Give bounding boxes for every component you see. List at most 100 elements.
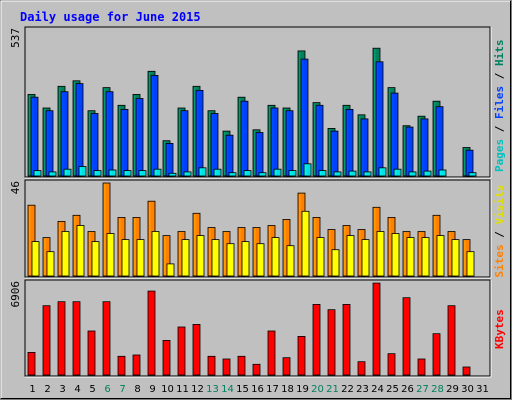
bar-kbytes-kbytes-day-2 (42, 305, 51, 376)
x-tick-label-day-18: 18 (281, 384, 294, 395)
axis-title-hits: Pages / Files / Hits (493, 40, 506, 173)
bar-hits-pages-day-25 (393, 168, 402, 177)
bar-visits-visits-day-8 (136, 239, 145, 277)
bar-hits-pages-day-19 (303, 163, 312, 177)
x-tick-label-day-7: 7 (119, 384, 125, 395)
x-tick-label-day-11: 11 (176, 384, 189, 395)
bar-visits-visits-day-20 (316, 237, 325, 277)
bar-visits-visits-day-23 (361, 239, 370, 277)
y-max-label-kbytes: 6906 (9, 281, 22, 308)
bar-kbytes-kbytes-day-1 (27, 351, 36, 376)
bar-kbytes-kbytes-day-28 (432, 333, 441, 376)
x-tick-label-day-1: 1 (29, 384, 35, 395)
bar-kbytes-kbytes-day-5 (87, 330, 96, 376)
bar-kbytes-kbytes-day-16 (252, 363, 261, 376)
bar-hits-pages-day-9 (153, 168, 162, 177)
bar-kbytes-kbytes-day-29 (447, 305, 456, 376)
axis-title-visits: Sites / Visits (493, 185, 506, 278)
bar-visits-sites-day-10 (162, 235, 171, 277)
x-tick-label-day-28: 28 (431, 384, 444, 395)
bar-hits-pages-day-2 (48, 171, 57, 177)
y-max-labels: 537 46 6906 (9, 28, 22, 308)
bar-visits-visits-day-2 (46, 251, 55, 277)
bar-hits-pages-day-17 (273, 168, 282, 177)
bar-kbytes-kbytes-day-13 (207, 355, 216, 376)
axis-title-kbytes: KBytes (493, 309, 506, 349)
bar-kbytes-kbytes-day-6 (102, 301, 111, 376)
bar-hits-pages-day-18 (288, 170, 297, 177)
bar-hits-pages-day-8 (138, 170, 147, 177)
bar-visits-visits-day-19 (301, 210, 310, 277)
bar-kbytes-kbytes-day-24 (372, 282, 381, 376)
panel-kbytes (24, 279, 491, 377)
bar-kbytes-kbytes-day-21 (327, 309, 336, 376)
bar-visits-visits-day-10 (166, 263, 175, 277)
x-tick-label-day-30: 30 (461, 384, 474, 395)
bar-kbytes-kbytes-day-7 (117, 355, 126, 376)
x-tick-label-day-3: 3 (59, 384, 65, 395)
bar-kbytes-kbytes-day-3 (57, 301, 66, 376)
y-max-label-hits: 537 (9, 28, 22, 48)
bar-hits-pages-day-11 (183, 171, 192, 177)
chart-panels (24, 26, 492, 378)
bar-visits-visits-day-4 (76, 225, 85, 277)
bar-hits-pages-day-24 (378, 167, 387, 177)
bar-visits-sites-day-6 (102, 182, 111, 277)
x-tick-label-day-15: 15 (236, 384, 249, 395)
bar-visits-visits-day-30 (466, 251, 475, 277)
chart-bars (27, 47, 477, 376)
bar-kbytes-kbytes-day-20 (312, 303, 321, 376)
bar-visits-visits-day-11 (181, 239, 190, 277)
x-tick-label-day-8: 8 (134, 384, 140, 395)
bar-visits-visits-day-25 (391, 233, 400, 277)
x-tick-label-day-4: 4 (74, 384, 80, 395)
bar-hits-pages-day-12 (198, 167, 207, 177)
bar-visits-visits-day-14 (226, 243, 235, 277)
bar-hits-pages-day-28 (438, 169, 447, 177)
bar-visits-visits-day-27 (421, 237, 430, 277)
bar-hits-pages-day-7 (123, 170, 132, 177)
axis-titles: Pages / Files / Hits Sites / Visits KBytes (493, 40, 506, 350)
bar-hits-pages-day-22 (348, 170, 357, 177)
bar-hits-pages-day-5 (93, 170, 102, 177)
bar-hits-pages-day-15 (243, 170, 252, 177)
x-tick-label-day-12: 12 (191, 384, 204, 395)
bar-visits-visits-day-24 (376, 231, 385, 277)
bar-kbytes-kbytes-day-26 (402, 297, 411, 376)
chart-title: Daily usage for June 2015 (20, 10, 201, 24)
bar-visits-visits-day-26 (406, 237, 415, 277)
x-tick-label-day-23: 23 (356, 384, 369, 395)
bar-visits-visits-day-21 (331, 249, 340, 277)
x-tick-label-day-10: 10 (161, 384, 174, 395)
x-tick-label-day-9: 9 (149, 384, 155, 395)
x-tick-label-day-6: 6 (104, 384, 110, 395)
bar-kbytes-kbytes-day-15 (237, 355, 246, 376)
bar-hits-pages-day-14 (228, 172, 237, 177)
x-tick-label-day-24: 24 (371, 384, 384, 395)
x-tick-label-day-2: 2 (44, 384, 50, 395)
x-tick-label-day-19: 19 (296, 384, 309, 395)
bar-visits-visits-day-7 (121, 239, 130, 277)
bar-hits-pages-day-3 (63, 168, 72, 177)
bar-visits-sites-day-1 (27, 204, 36, 277)
x-tick-label-day-29: 29 (446, 384, 459, 395)
bar-visits-visits-day-18 (286, 245, 295, 277)
bar-kbytes-kbytes-day-25 (387, 353, 396, 376)
bar-hits-pages-day-20 (318, 170, 327, 177)
bar-kbytes-kbytes-day-17 (267, 330, 276, 376)
x-tick-label-day-25: 25 (386, 384, 399, 395)
bar-hits-pages-day-13 (213, 168, 222, 177)
x-tick-label-day-27: 27 (416, 384, 429, 395)
bar-visits-visits-day-3 (61, 231, 70, 277)
x-tick-label-day-17: 17 (266, 384, 279, 395)
bar-visits-visits-day-16 (256, 243, 265, 277)
bar-visits-visits-day-9 (151, 231, 160, 277)
bar-kbytes-kbytes-day-14 (222, 358, 231, 376)
bar-kbytes-kbytes-day-30 (462, 366, 471, 376)
x-tick-label-day-16: 16 (251, 384, 264, 395)
y-max-label-visits: 46 (9, 181, 22, 194)
bar-kbytes-kbytes-day-8 (132, 354, 141, 376)
bar-hits-pages-day-4 (78, 166, 87, 177)
bar-visits-visits-day-6 (106, 233, 115, 277)
